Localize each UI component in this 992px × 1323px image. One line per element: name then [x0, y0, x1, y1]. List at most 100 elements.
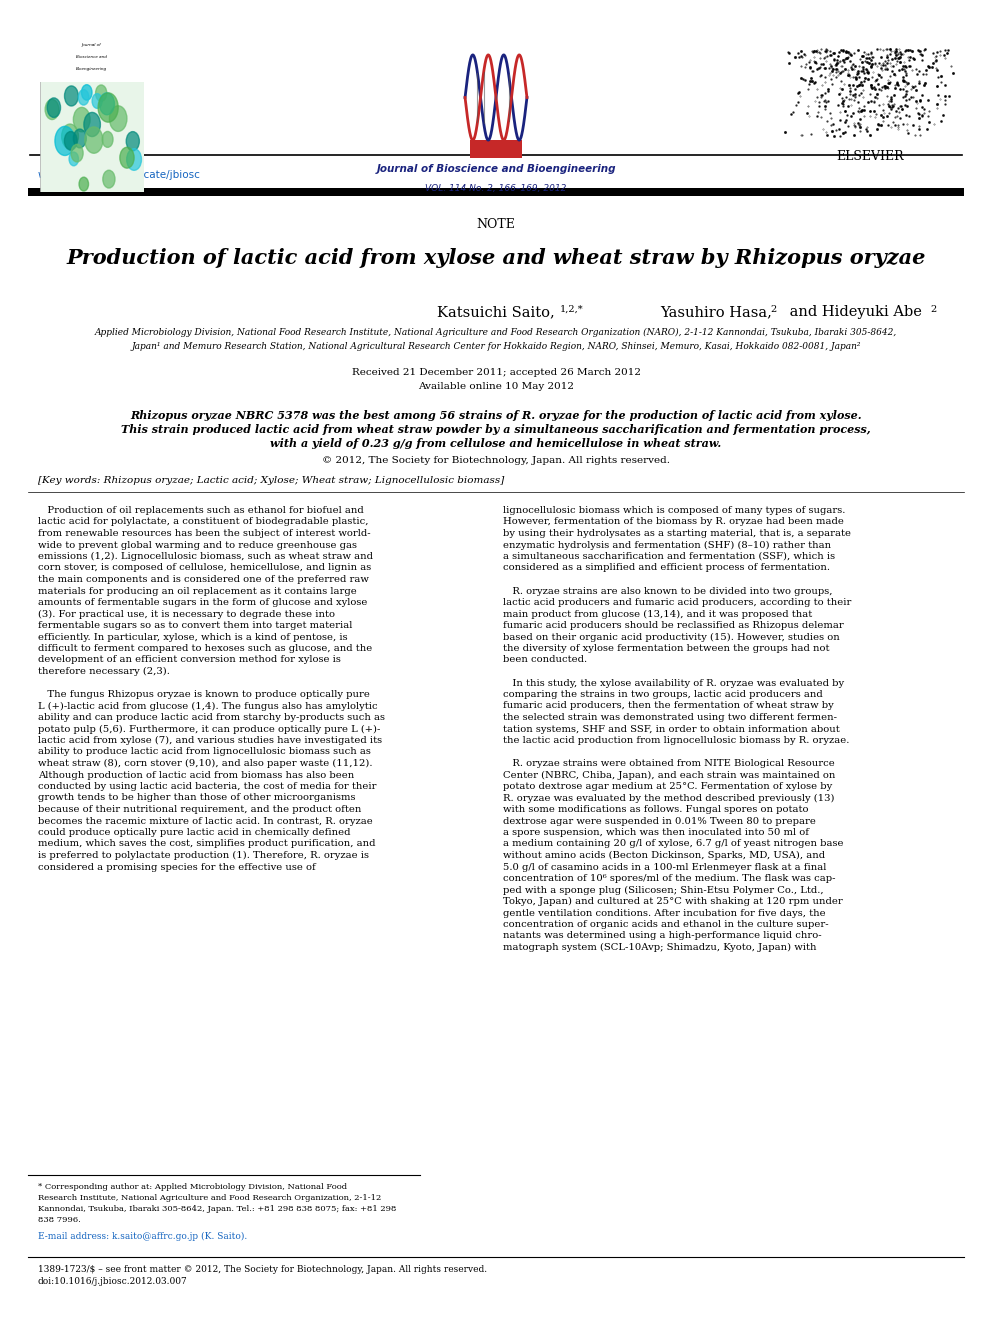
Circle shape: [73, 107, 90, 132]
Text: lactic acid from xylose (7), and various studies have investigated its: lactic acid from xylose (7), and various…: [38, 736, 382, 745]
FancyBboxPatch shape: [40, 40, 144, 192]
Text: lignocellulosic biomass which is composed of many types of sugars.: lignocellulosic biomass which is compose…: [503, 505, 845, 515]
Circle shape: [102, 131, 113, 147]
Text: 1,2,*: 1,2,*: [560, 306, 583, 314]
Text: Bioengineering: Bioengineering: [76, 67, 107, 71]
Text: matograph system (SCL-10Avp; Shimadzu, Kyoto, Japan) with: matograph system (SCL-10Avp; Shimadzu, K…: [503, 943, 816, 953]
Text: www.elsevier.com/locate/jbiosc: www.elsevier.com/locate/jbiosc: [38, 169, 200, 180]
Text: been conducted.: been conducted.: [503, 655, 587, 664]
Text: [Key words: Rhizopus oryzae; Lactic acid; Xylose; Wheat straw; Lignocellulosic b: [Key words: Rhizopus oryzae; Lactic acid…: [38, 476, 504, 486]
Text: Although production of lactic acid from biomass has also been: Although production of lactic acid from …: [38, 770, 354, 779]
Text: ability and can produce lactic acid from starchy by-products such as: ability and can produce lactic acid from…: [38, 713, 385, 722]
Circle shape: [126, 131, 139, 151]
Text: becomes the racemic mixture of lactic acid. In contrast, R. oryzae: becomes the racemic mixture of lactic ac…: [38, 816, 373, 826]
Text: Bioscience and: Bioscience and: [76, 56, 107, 60]
FancyBboxPatch shape: [470, 140, 522, 159]
Circle shape: [84, 112, 100, 136]
Text: R. oryzae strains were obtained from NITE Biological Resource: R. oryzae strains were obtained from NIT…: [503, 759, 834, 767]
Circle shape: [73, 130, 86, 148]
Text: development of an efficient conversion method for xylose is: development of an efficient conversion m…: [38, 655, 341, 664]
Circle shape: [109, 106, 127, 131]
Circle shape: [120, 147, 134, 168]
Text: Available online 10 May 2012: Available online 10 May 2012: [418, 382, 574, 392]
Text: difficult to ferment compared to hexoses such as glucose, and the: difficult to ferment compared to hexoses…: [38, 644, 372, 654]
Circle shape: [69, 152, 78, 165]
Text: comparing the strains in two groups, lactic acid producers and: comparing the strains in two groups, lac…: [503, 691, 822, 699]
Text: main product from glucose (13,14), and it was proposed that: main product from glucose (13,14), and i…: [503, 610, 812, 619]
Text: 5.0 g/l of casamino acids in a 100-ml Erlenmeyer flask at a final: 5.0 g/l of casamino acids in a 100-ml Er…: [503, 863, 826, 872]
Text: conducted by using lactic acid bacteria, the cost of media for their: conducted by using lactic acid bacteria,…: [38, 782, 377, 791]
Text: because of their nutritional requirement, and the product often: because of their nutritional requirement…: [38, 804, 361, 814]
Text: Received 21 December 2011; accepted 26 March 2012: Received 21 December 2011; accepted 26 M…: [351, 368, 641, 377]
Text: 2: 2: [930, 306, 936, 314]
Text: growth tends to be higher than those of other microorganisms: growth tends to be higher than those of …: [38, 794, 355, 803]
Text: Production of lactic acid from xylose and wheat straw by Rhizopus oryzae: Production of lactic acid from xylose an…: [66, 247, 926, 269]
Circle shape: [127, 148, 142, 171]
Text: a simultaneous saccharification and fermentation (SSF), which is: a simultaneous saccharification and ferm…: [503, 552, 835, 561]
Text: Kannondai, Tsukuba, Ibaraki 305-8642, Japan. Tel.: +81 298 838 8075; fax: +81 29: Kannondai, Tsukuba, Ibaraki 305-8642, Ja…: [38, 1205, 397, 1213]
Text: Japan¹ and Memuro Research Station, National Agricultural Research Center for Ho: Japan¹ and Memuro Research Station, Nati…: [131, 343, 861, 351]
Text: the selected strain was demonstrated using two different fermen-: the selected strain was demonstrated usi…: [503, 713, 837, 722]
Text: Journal of Bioscience and Bioengineering: Journal of Bioscience and Bioengineering: [376, 164, 616, 175]
Text: * Corresponding author at: Applied Microbiology Division, National Food: * Corresponding author at: Applied Micro…: [38, 1183, 347, 1191]
Text: the diversity of xylose fermentation between the groups had not: the diversity of xylose fermentation bet…: [503, 644, 829, 654]
Text: amounts of fermentable sugars in the form of glucose and xylose: amounts of fermentable sugars in the for…: [38, 598, 367, 607]
Circle shape: [79, 177, 88, 191]
Text: ELSEVIER: ELSEVIER: [836, 151, 905, 164]
Text: Rhizopus oryzae NBRC 5378 was the best among 56 strains of R. oryzae for the pro: Rhizopus oryzae NBRC 5378 was the best a…: [130, 410, 862, 421]
Text: However, fermentation of the biomass by R. oryzae had been made: However, fermentation of the biomass by …: [503, 517, 844, 527]
FancyBboxPatch shape: [28, 188, 964, 196]
Text: emissions (1,2). Lignocellulosic biomass, such as wheat straw and: emissions (1,2). Lignocellulosic biomass…: [38, 552, 373, 561]
Text: Research Institute, National Agriculture and Food Research Organization, 2-1-12: Research Institute, National Agriculture…: [38, 1193, 381, 1203]
Text: Production of oil replacements such as ethanol for biofuel and: Production of oil replacements such as e…: [38, 505, 364, 515]
Text: dextrose agar were suspended in 0.01% Tween 80 to prepare: dextrose agar were suspended in 0.01% Tw…: [503, 816, 815, 826]
Text: lactic acid producers and fumaric acid producers, according to their: lactic acid producers and fumaric acid p…: [503, 598, 851, 607]
Text: 1389-1723/$ – see front matter © 2012, The Society for Biotechnology, Japan. All: 1389-1723/$ – see front matter © 2012, T…: [38, 1265, 487, 1274]
Text: with some modifications as follows. Fungal spores on potato: with some modifications as follows. Fung…: [503, 804, 808, 814]
Text: efficiently. In particular, xylose, which is a kind of pentose, is: efficiently. In particular, xylose, whic…: [38, 632, 347, 642]
Text: without amino acids (Becton Dickinson, Sparks, MD, USA), and: without amino acids (Becton Dickinson, S…: [503, 851, 825, 860]
Text: potato pulp (5,6). Furthermore, it can produce optically pure L (+)-: potato pulp (5,6). Furthermore, it can p…: [38, 725, 380, 734]
Circle shape: [85, 127, 103, 153]
Text: ped with a sponge plug (Silicosen; Shin-Etsu Polymer Co., Ltd.,: ped with a sponge plug (Silicosen; Shin-…: [503, 885, 823, 894]
Text: with a yield of 0.23 g/g from cellulose and hemicellulose in wheat straw.: with a yield of 0.23 g/g from cellulose …: [271, 438, 721, 448]
Text: by using their hydrolysates as a starting material, that is, a separate: by using their hydrolysates as a startin…: [503, 529, 851, 538]
Text: therefore necessary (2,3).: therefore necessary (2,3).: [38, 667, 170, 676]
Text: R. oryzae strains are also known to be divided into two groups,: R. oryzae strains are also known to be d…: [503, 586, 832, 595]
Text: This strain produced lactic acid from wheat straw powder by a simultaneous sacch: This strain produced lactic acid from wh…: [121, 423, 871, 435]
Text: ability to produce lactic acid from lignocellulosic biomass such as: ability to produce lactic acid from lign…: [38, 747, 371, 757]
Text: L (+)-lactic acid from glucose (1,4). The fungus also has amylolytic: L (+)-lactic acid from glucose (1,4). Th…: [38, 701, 378, 710]
Text: concentration of 10⁶ spores/ml of the medium. The flask was cap-: concentration of 10⁶ spores/ml of the me…: [503, 875, 835, 882]
FancyBboxPatch shape: [40, 40, 144, 82]
Circle shape: [103, 171, 115, 188]
Text: could produce optically pure lactic acid in chemically defined: could produce optically pure lactic acid…: [38, 828, 350, 837]
Circle shape: [92, 94, 102, 108]
Text: corn stover, is composed of cellulose, hemicellulose, and lignin as: corn stover, is composed of cellulose, h…: [38, 564, 371, 573]
Text: from renewable resources has been the subject of interest world-: from renewable resources has been the su…: [38, 529, 371, 538]
Circle shape: [55, 126, 74, 156]
Text: enzymatic hydrolysis and fermentation (SHF) (8–10) rather than: enzymatic hydrolysis and fermentation (S…: [503, 541, 831, 549]
Text: lactic acid for polylactate, a constituent of biodegradable plastic,: lactic acid for polylactate, a constitue…: [38, 517, 368, 527]
Text: is preferred to polylactate production (1). Therefore, R. oryzae is: is preferred to polylactate production (…: [38, 851, 369, 860]
Text: wide to prevent global warming and to reduce greenhouse gas: wide to prevent global warming and to re…: [38, 541, 357, 549]
Circle shape: [81, 85, 92, 101]
Circle shape: [98, 93, 118, 122]
Text: fumaric acid producers should be reclassified as Rhizopus delemar: fumaric acid producers should be reclass…: [503, 620, 844, 630]
Circle shape: [48, 98, 61, 118]
Text: concentration of organic acids and ethanol in the culture super-: concentration of organic acids and ethan…: [503, 919, 828, 929]
Text: natants was determined using a high-performance liquid chro-: natants was determined using a high-perf…: [503, 931, 821, 941]
Text: wheat straw (8), corn stover (9,10), and also paper waste (11,12).: wheat straw (8), corn stover (9,10), and…: [38, 759, 373, 769]
Text: considered as a simplified and efficient process of fermentation.: considered as a simplified and efficient…: [503, 564, 830, 573]
Text: considered a promising species for the effective use of: considered a promising species for the e…: [38, 863, 315, 872]
Text: and Hideyuki Abe: and Hideyuki Abe: [785, 306, 922, 319]
Circle shape: [62, 124, 78, 148]
Text: VOL. 114 No. 2, 166–169, 2012: VOL. 114 No. 2, 166–169, 2012: [426, 184, 566, 193]
Text: based on their organic acid productivity (15). However, studies on: based on their organic acid productivity…: [503, 632, 840, 642]
Text: Center (NBRC, Chiba, Japan), and each strain was maintained on: Center (NBRC, Chiba, Japan), and each st…: [503, 770, 835, 779]
Circle shape: [95, 85, 107, 102]
Text: Journal of: Journal of: [82, 42, 101, 46]
Circle shape: [99, 93, 114, 115]
Circle shape: [64, 86, 78, 106]
Text: tation systems, SHF and SSF, in order to obtain information about: tation systems, SHF and SSF, in order to…: [503, 725, 840, 733]
Text: fumaric acid producers, then the fermentation of wheat straw by: fumaric acid producers, then the ferment…: [503, 701, 833, 710]
